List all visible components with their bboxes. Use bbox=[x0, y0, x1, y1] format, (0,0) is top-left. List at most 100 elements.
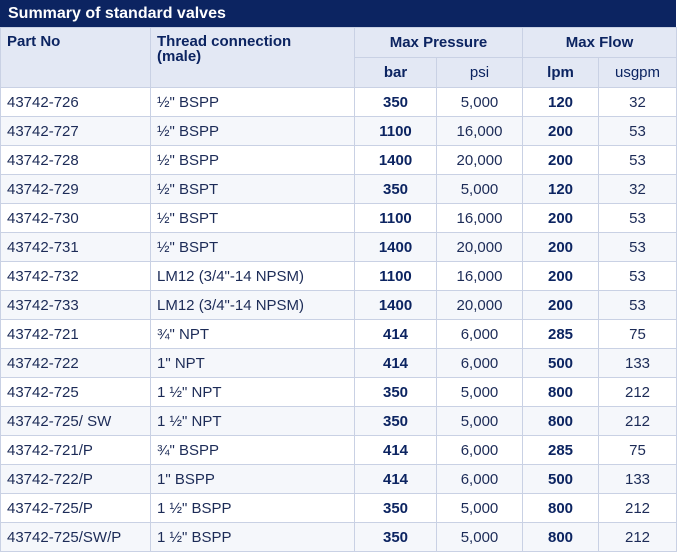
cell-lpm: 800 bbox=[522, 493, 599, 523]
cell-thread: 1" NPT bbox=[150, 348, 355, 378]
cell-lpm: 500 bbox=[522, 464, 599, 494]
header-thread-line1: Thread connection bbox=[157, 33, 292, 50]
cell-thread: LM12 (3/4"-14 NPSM) bbox=[150, 261, 355, 291]
cell-thread: ¾" NPT bbox=[150, 319, 355, 349]
table-row: 43742-726 ½" BSPP 350 5,000 120 32 bbox=[0, 87, 678, 117]
cell-psi: 16,000 bbox=[436, 116, 523, 146]
cell-thread: 1" BSPP bbox=[150, 464, 355, 494]
cell-lpm: 800 bbox=[522, 377, 599, 407]
valves-table: Part No Thread connection (male) Max Pre… bbox=[0, 27, 678, 552]
cell-psi: 16,000 bbox=[436, 203, 523, 233]
cell-part-no: 43742-721/P bbox=[0, 435, 151, 465]
table-row: 43742-728 ½" BSPP 1400 20,000 200 53 bbox=[0, 145, 678, 175]
cell-lpm: 285 bbox=[522, 319, 599, 349]
cell-bar: 1400 bbox=[354, 232, 437, 262]
cell-bar: 1400 bbox=[354, 290, 437, 320]
cell-part-no: 43742-729 bbox=[0, 174, 151, 204]
cell-part-no: 43742-725/P bbox=[0, 493, 151, 523]
cell-psi: 20,000 bbox=[436, 145, 523, 175]
cell-part-no: 43742-725/ SW bbox=[0, 406, 151, 436]
header-usgpm: usgpm bbox=[597, 57, 678, 88]
table-row: 43742-725/SW/P 1 ½" BSPP 350 5,000 800 212 bbox=[0, 522, 678, 552]
header-lpm: lpm bbox=[522, 57, 599, 88]
cell-lpm: 200 bbox=[522, 290, 599, 320]
cell-thread: ½" BSPP bbox=[150, 87, 355, 117]
header-bar: bar bbox=[354, 57, 437, 88]
cell-bar: 1100 bbox=[354, 203, 437, 233]
cell-usgpm: 212 bbox=[597, 493, 678, 523]
cell-lpm: 500 bbox=[522, 348, 599, 378]
cell-psi: 5,000 bbox=[436, 377, 523, 407]
cell-usgpm: 133 bbox=[597, 464, 678, 494]
cell-bar: 414 bbox=[354, 348, 437, 378]
header-max-flow: Max Flow bbox=[521, 27, 678, 58]
cell-usgpm: 75 bbox=[597, 319, 678, 349]
cell-bar: 350 bbox=[354, 522, 437, 552]
cell-lpm: 200 bbox=[522, 261, 599, 291]
cell-lpm: 200 bbox=[522, 116, 599, 146]
table-row: 43742-725/ SW 1 ½" NPT 350 5,000 800 212 bbox=[0, 406, 678, 436]
cell-bar: 350 bbox=[354, 174, 437, 204]
cell-thread: 1 ½" NPT bbox=[150, 377, 355, 407]
cell-part-no: 43742-726 bbox=[0, 87, 151, 117]
table-body: 43742-726 ½" BSPP 350 5,000 120 32 43742-727 ½"… bbox=[0, 87, 678, 552]
cell-psi: 5,000 bbox=[436, 406, 523, 436]
cell-usgpm: 53 bbox=[597, 290, 678, 320]
cell-lpm: 200 bbox=[522, 232, 599, 262]
header-psi: psi bbox=[436, 57, 523, 88]
cell-psi: 6,000 bbox=[436, 319, 523, 349]
cell-bar: 350 bbox=[354, 406, 437, 436]
table-row: 43742-727 ½" BSPP 1100 16,000 200 53 bbox=[0, 116, 678, 146]
header-max-pressure: Max Pressure bbox=[354, 27, 523, 58]
cell-psi: 5,000 bbox=[436, 522, 523, 552]
cell-usgpm: 75 bbox=[597, 435, 678, 465]
cell-bar: 1100 bbox=[354, 261, 437, 291]
cell-lpm: 120 bbox=[522, 87, 599, 117]
cell-part-no: 43742-732 bbox=[0, 261, 151, 291]
cell-usgpm: 53 bbox=[597, 145, 678, 175]
cell-thread: ½" BSPT bbox=[150, 203, 355, 233]
table-row: 43742-722/P 1" BSPP 414 6,000 500 133 bbox=[0, 464, 678, 494]
cell-psi: 20,000 bbox=[436, 290, 523, 320]
table-row: 43742-725/P 1 ½" BSPP 350 5,000 800 212 bbox=[0, 493, 678, 523]
cell-thread: ½" BSPP bbox=[150, 145, 355, 175]
cell-thread: ¾" BSPP bbox=[150, 435, 355, 465]
cell-lpm: 285 bbox=[522, 435, 599, 465]
cell-lpm: 800 bbox=[522, 522, 599, 552]
cell-part-no: 43742-728 bbox=[0, 145, 151, 175]
table-row: 43742-725 1 ½" NPT 350 5,000 800 212 bbox=[0, 377, 678, 407]
cell-part-no: 43742-731 bbox=[0, 232, 151, 262]
cell-thread: ½" BSPT bbox=[150, 232, 355, 262]
cell-psi: 5,000 bbox=[436, 174, 523, 204]
table-title: Summary of standard valves bbox=[0, 0, 676, 27]
cell-thread: 1 ½" BSPP bbox=[150, 522, 355, 552]
cell-psi: 6,000 bbox=[436, 348, 523, 378]
cell-usgpm: 53 bbox=[597, 232, 678, 262]
cell-psi: 16,000 bbox=[436, 261, 523, 291]
cell-psi: 6,000 bbox=[436, 435, 523, 465]
cell-usgpm: 212 bbox=[597, 377, 678, 407]
table-row: 43742-730 ½" BSPT 1100 16,000 200 53 bbox=[0, 203, 678, 233]
cell-thread: 1 ½" NPT bbox=[150, 406, 355, 436]
cell-lpm: 200 bbox=[522, 145, 599, 175]
cell-bar: 414 bbox=[354, 464, 437, 494]
cell-part-no: 43742-725/SW/P bbox=[0, 522, 151, 552]
cell-bar: 350 bbox=[354, 377, 437, 407]
cell-part-no: 43742-722 bbox=[0, 348, 151, 378]
header-part-no: Part No bbox=[0, 27, 151, 88]
cell-part-no: 43742-725 bbox=[0, 377, 151, 407]
header-thread: Thread connection (male) bbox=[150, 27, 355, 88]
cell-bar: 414 bbox=[354, 435, 437, 465]
cell-thread: 1 ½" BSPP bbox=[150, 493, 355, 523]
cell-lpm: 800 bbox=[522, 406, 599, 436]
table-row: 43742-722 1" NPT 414 6,000 500 133 bbox=[0, 348, 678, 378]
table-row: 43742-733 LM12 (3/4"-14 NPSM) 1400 20,000 20… bbox=[0, 290, 678, 320]
table-row: 43742-731 ½" BSPT 1400 20,000 200 53 bbox=[0, 232, 678, 262]
table-row: 43742-729 ½" BSPT 350 5,000 120 32 bbox=[0, 174, 678, 204]
cell-psi: 5,000 bbox=[436, 87, 523, 117]
cell-usgpm: 32 bbox=[597, 174, 678, 204]
cell-usgpm: 53 bbox=[597, 116, 678, 146]
cell-part-no: 43742-727 bbox=[0, 116, 151, 146]
cell-lpm: 200 bbox=[522, 203, 599, 233]
